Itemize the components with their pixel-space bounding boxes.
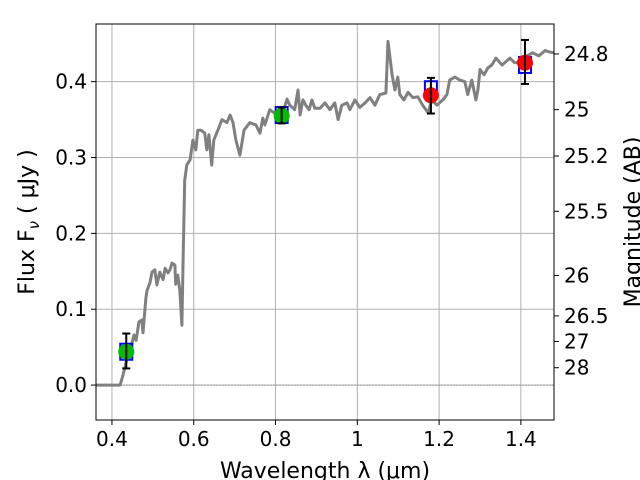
y2-tick-label: 25 (564, 98, 589, 122)
plot-frame (95, 23, 555, 421)
y-tick-label: 0.4 (55, 70, 87, 94)
y2-tick-label: 25.5 (564, 199, 609, 223)
x-tick-label: 0.8 (260, 427, 292, 451)
y-axis-label: Flux Fν ( μJy ) (15, 149, 43, 294)
x-axis-label: Wavelength λ (μm) (220, 459, 430, 480)
spectrum-line (96, 39, 555, 387)
x-tick-label: 0.4 (96, 427, 128, 451)
data-points (118, 38, 533, 370)
y2-tick-label: 27 (564, 329, 589, 353)
y2-tick-label: 25.2 (564, 144, 609, 168)
grid (96, 24, 554, 420)
y-tick-label: 0.3 (55, 146, 87, 170)
y2-axis-label: Magnitude (AB) (621, 137, 640, 308)
y-tick-label: 0.0 (55, 373, 87, 397)
y2-tick-label: 24.8 (564, 42, 609, 66)
ticks: 0.4 0.6 0.8 1 1.2 1.4 0.0 0.1 0.2 0.3 0.4 24.8 25 25.… (55, 42, 608, 451)
x-tick-label: 0.6 (178, 427, 210, 451)
y-tick-label: 0.1 (55, 297, 87, 321)
y-tick-label: 0.2 (55, 221, 87, 245)
y-axis-label-sub: ν (25, 221, 43, 229)
y2-tick-label: 28 (564, 356, 589, 380)
y2-tick-label: 26 (564, 263, 589, 287)
y2-tick-label: 26.5 (564, 304, 609, 328)
x-tick-label: 1.2 (423, 427, 455, 451)
x-tick-label: 1.4 (505, 427, 537, 451)
x-tick-label: 1 (351, 427, 364, 451)
